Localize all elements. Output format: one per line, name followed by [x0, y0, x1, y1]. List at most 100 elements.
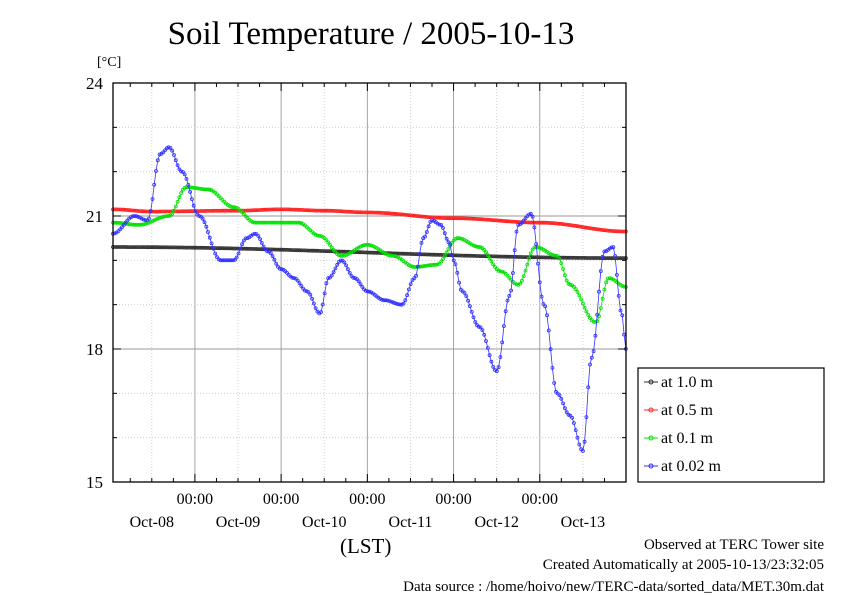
data-point [484, 339, 488, 343]
data-point [308, 292, 313, 297]
data-point [114, 220, 119, 225]
footer-observed-at: Observed at TERC Tower site [643, 537, 824, 553]
data-point [114, 245, 119, 249]
data-point [143, 245, 148, 250]
data-point [132, 245, 137, 250]
data-point [295, 278, 300, 283]
data-point [532, 220, 537, 225]
data-point [390, 300, 395, 305]
data-point [301, 248, 306, 253]
data-point [433, 262, 438, 267]
data-point [243, 236, 248, 241]
data-point [227, 258, 232, 263]
data-point [148, 219, 153, 224]
data-point [589, 355, 594, 360]
y-tick-label: 21 [86, 207, 103, 226]
data-point [319, 208, 323, 213]
data-point [606, 276, 610, 281]
data-point [387, 299, 392, 303]
data-point [530, 220, 535, 225]
data-point [263, 207, 268, 212]
data-point [432, 252, 436, 257]
data-point [389, 299, 393, 304]
data-point [381, 298, 386, 303]
data-point [559, 261, 564, 266]
data-point [419, 240, 424, 245]
data-point [611, 245, 616, 250]
footer-data-source: Data source : /home/hoivo/new/TERC-data/… [403, 579, 824, 595]
data-point [534, 242, 539, 247]
data-point [509, 219, 514, 224]
data-point [539, 220, 544, 225]
data-point [537, 245, 542, 250]
data-point [365, 250, 370, 255]
data-point [604, 280, 609, 285]
data-point [365, 210, 370, 215]
data-point [347, 270, 352, 275]
data-point [173, 209, 178, 214]
data-point [179, 209, 184, 214]
data-point [539, 294, 544, 299]
data-point [252, 220, 257, 225]
data-point [218, 208, 223, 213]
data-point [606, 256, 610, 261]
data-point [383, 211, 388, 216]
data-point [328, 242, 332, 247]
x-tick-label-day: Oct-12 [474, 514, 518, 531]
data-point [227, 204, 232, 208]
data-point [268, 247, 273, 252]
data-point [575, 255, 580, 260]
data-point [274, 261, 279, 266]
data-point [374, 210, 379, 215]
data-point [453, 216, 458, 221]
data-point [347, 209, 352, 214]
data-point [200, 245, 205, 250]
data-point [150, 197, 155, 201]
data-point [618, 256, 623, 261]
data-point [536, 261, 540, 266]
data-point [593, 256, 598, 260]
data-point [286, 207, 291, 212]
data-point [179, 191, 184, 195]
data-point [415, 214, 420, 219]
data-point [534, 220, 539, 225]
data-point [507, 293, 512, 298]
data-point [369, 250, 374, 255]
data-point [451, 258, 456, 263]
data-point [164, 209, 169, 214]
data-point [335, 209, 340, 213]
data-point [207, 246, 212, 250]
data-point [285, 207, 289, 212]
data-point [161, 245, 166, 250]
footer-created-at: Created Automatically at 2005-10-13/23:3… [542, 557, 824, 573]
data-point [588, 256, 592, 260]
data-point [232, 246, 237, 251]
data-point [476, 245, 481, 249]
plot-area-background [113, 83, 626, 482]
data-point [295, 248, 300, 253]
data-point [268, 251, 273, 256]
data-point [528, 220, 533, 225]
data-point [130, 208, 135, 213]
data-point [229, 258, 234, 263]
data-point [173, 158, 178, 163]
data-point [433, 252, 438, 257]
data-point [340, 209, 345, 214]
data-point [455, 270, 460, 275]
data-point [285, 220, 289, 225]
data-point [290, 207, 295, 212]
data-point [441, 216, 445, 220]
data-point [189, 209, 194, 214]
data-point [250, 208, 255, 213]
data-point [503, 219, 508, 224]
legend-box [637, 367, 825, 483]
data-point [548, 347, 553, 352]
data-point [279, 247, 284, 252]
data-point [256, 220, 261, 225]
data-point [292, 220, 297, 225]
data-point [602, 228, 607, 233]
data-point [437, 215, 442, 220]
data-point [494, 369, 499, 374]
data-point [331, 208, 336, 213]
data-point [250, 232, 255, 237]
